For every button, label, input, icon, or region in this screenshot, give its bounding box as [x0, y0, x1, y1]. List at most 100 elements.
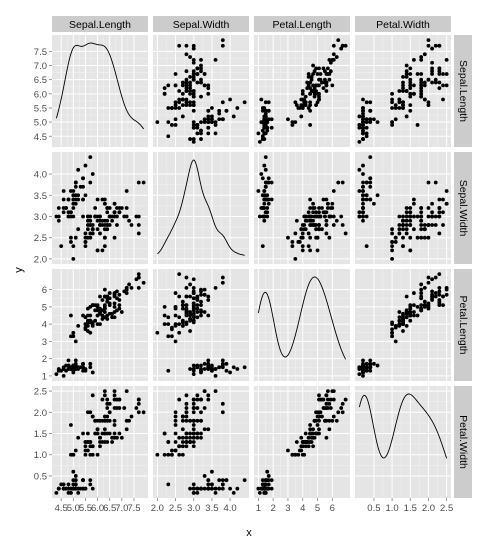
data-point [231, 114, 236, 119]
data-point [184, 86, 189, 91]
panel-Petal.Length-vs-Sepal.Width [153, 269, 249, 381]
data-point [188, 431, 192, 436]
data-point [426, 235, 431, 240]
data-point [375, 363, 380, 368]
data-point [124, 427, 129, 432]
data-point [180, 303, 185, 308]
data-point [308, 206, 313, 210]
data-point [437, 298, 442, 302]
data-point [220, 275, 225, 280]
panel-Sepal.Length-vs-Sepal.Width [153, 35, 249, 147]
data-point [129, 414, 134, 419]
data-point [306, 231, 311, 236]
x-tick-label: 1.5 [404, 503, 417, 514]
data-point [73, 358, 78, 363]
data-point [441, 83, 445, 88]
data-point [262, 486, 267, 491]
data-point [81, 361, 85, 366]
data-point [188, 80, 192, 85]
data-point [184, 431, 189, 436]
data-point [191, 435, 196, 440]
data-point [390, 123, 394, 127]
data-point [315, 423, 320, 427]
data-point [112, 301, 117, 306]
data-point [315, 72, 320, 76]
data-point [256, 486, 261, 491]
data-point [206, 91, 211, 96]
data-point [419, 287, 424, 292]
data-point [430, 60, 434, 65]
data-point [372, 361, 376, 366]
data-point [177, 330, 182, 335]
strip-top-Petal.Length [254, 16, 350, 32]
panel-Sepal.Width-vs-Sepal.Length [52, 152, 148, 264]
data-point [340, 223, 345, 227]
data-point [69, 189, 73, 193]
data-point [191, 444, 196, 449]
data-point [180, 103, 185, 108]
data-point [336, 38, 341, 42]
data-point [263, 114, 268, 119]
data-point [308, 86, 313, 91]
data-point [340, 43, 345, 48]
data-point [433, 80, 438, 85]
data-point [415, 235, 420, 240]
x-tick-label: 1.0 [385, 503, 398, 514]
data-point [73, 184, 78, 189]
data-point [195, 418, 200, 423]
data-point [83, 244, 88, 249]
data-point [199, 418, 203, 423]
data-point [184, 313, 189, 318]
data-point [112, 201, 117, 206]
data-point [191, 77, 196, 82]
data-point [166, 120, 171, 125]
data-point [444, 72, 449, 76]
data-point [199, 94, 203, 99]
data-point [199, 131, 203, 136]
data-point [90, 172, 95, 176]
data-point [328, 206, 333, 210]
data-point [422, 223, 427, 227]
data-point [184, 286, 189, 290]
density-curve [257, 276, 347, 360]
data-point [88, 365, 93, 370]
data-point [361, 131, 365, 136]
data-point [112, 304, 117, 309]
data-point [331, 214, 336, 219]
data-point [426, 43, 431, 48]
data-point [260, 137, 265, 141]
data-point [419, 235, 424, 240]
data-point [312, 91, 317, 96]
data-point [177, 106, 182, 110]
data-point [199, 63, 203, 68]
data-point [426, 38, 431, 42]
data-point [302, 440, 307, 444]
data-point [195, 123, 200, 127]
data-point [318, 397, 323, 402]
data-point [361, 106, 365, 110]
strip-right-Sepal.Length [454, 35, 472, 147]
data-point [430, 80, 434, 85]
data-point [177, 43, 182, 48]
data-point [213, 389, 218, 393]
data-point [110, 315, 115, 320]
data-point [260, 128, 265, 133]
data-point [302, 452, 307, 457]
data-point [444, 292, 449, 297]
data-point [397, 315, 402, 320]
data-point [136, 223, 141, 227]
data-point [393, 240, 398, 244]
data-point [71, 367, 76, 371]
data-point [286, 448, 290, 453]
data-point [361, 114, 365, 119]
data-point [93, 206, 98, 210]
data-point [299, 227, 304, 232]
data-point [368, 155, 373, 159]
data-point [308, 197, 313, 202]
x-tick-label: 5.5 [79, 503, 92, 514]
data-point [115, 435, 119, 440]
data-point [112, 431, 117, 436]
data-point [202, 72, 207, 76]
data-point [312, 223, 317, 227]
data-point [315, 100, 320, 105]
